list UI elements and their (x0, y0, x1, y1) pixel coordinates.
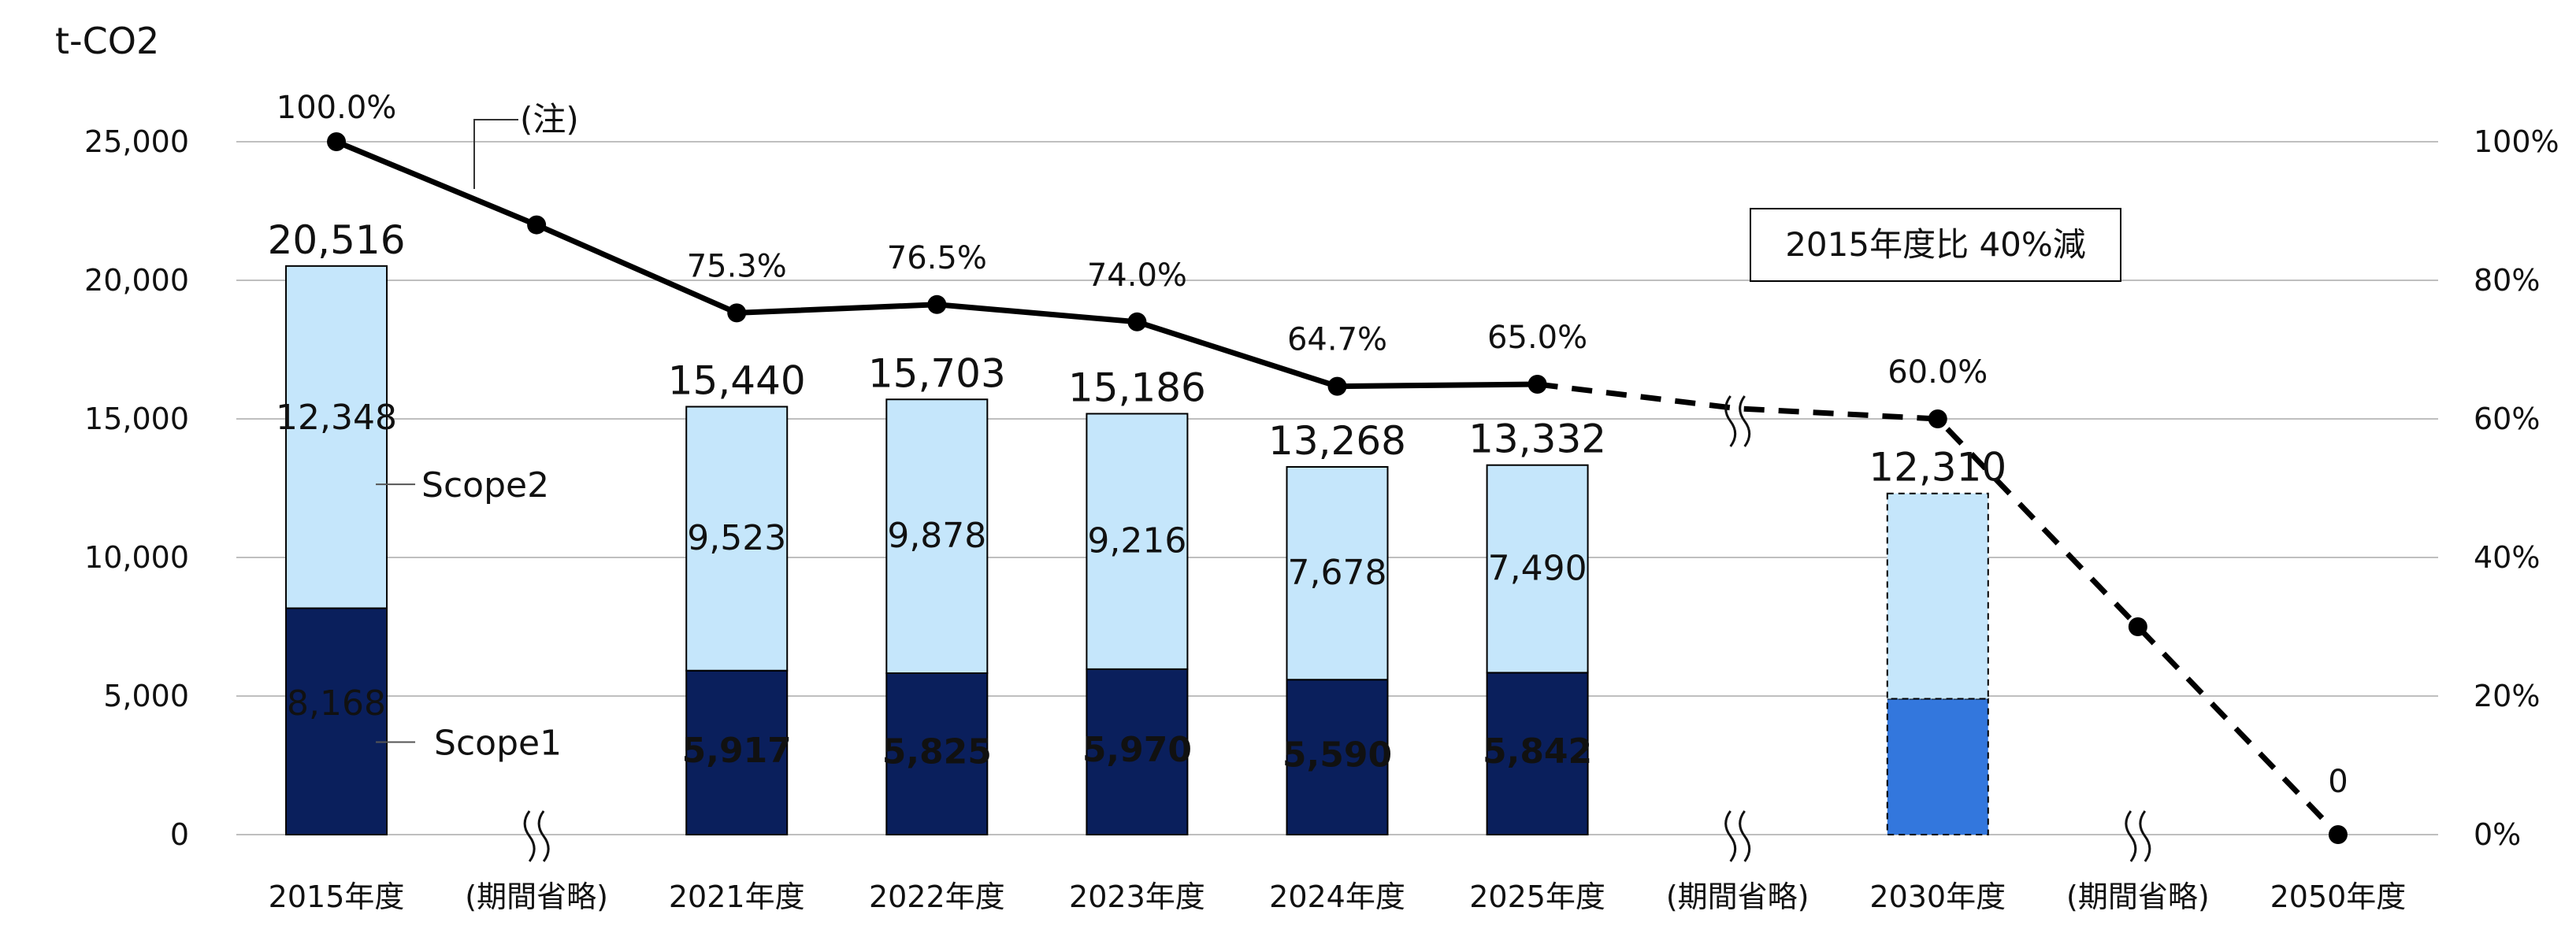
ratio-line-layer (327, 132, 2348, 844)
y-left-tick-label: 5,000 (103, 679, 189, 713)
y-left-tick-label: 20,000 (84, 263, 189, 298)
bar-scope1 (1286, 679, 1389, 835)
x-tick-label: (期間省略) (2066, 879, 2210, 914)
axis-break-icon (2125, 810, 2151, 862)
bar-total-label: 20,516 (268, 217, 406, 263)
bar-scope2 (885, 398, 989, 674)
ratio-label: 64.7% (1287, 322, 1387, 358)
ratio-point (927, 294, 947, 314)
y-left-tick-label: 10,000 (84, 540, 189, 575)
ratio-point (1327, 376, 1347, 396)
ratio-label: 74.0% (1087, 257, 1187, 294)
scope1-value-label: 5,917 (682, 731, 792, 771)
y-left-tick-label: 0 (170, 817, 189, 852)
ratio-point (727, 303, 747, 323)
scope2-value-label: 9,523 (687, 518, 786, 558)
scope2-value-label: 12,348 (276, 398, 397, 438)
scope2-value-label: 7,490 (1488, 549, 1587, 589)
bar-total-label: 12,310 (1869, 445, 2006, 491)
scope2-value-label: 9,878 (887, 516, 986, 556)
ratio-label: 0 (2328, 764, 2348, 800)
labels-layer: t-CO2 0 0% 5,000 20% 10,000 40% 15,000 60% 20,000… (55, 20, 2559, 914)
bar-total-label: 15,186 (1068, 365, 1206, 410)
bar-scope1 (1086, 668, 1189, 836)
bar-total-label: 13,332 (1468, 417, 1606, 462)
y-right-tick-label: 0% (2474, 817, 2521, 852)
bars-layer (285, 265, 1989, 836)
bar-scope1 (885, 672, 989, 836)
y-right-tick-label: 60% (2474, 402, 2540, 436)
ratio-label: 60.0% (1887, 354, 1988, 391)
target-bar-scope1 (1886, 698, 1989, 836)
ratio-label: 75.3% (687, 248, 787, 284)
bar-scope2 (1486, 464, 1589, 674)
bar-scope2 (285, 265, 388, 609)
x-tick-label: (期間省略) (1666, 879, 1810, 914)
ratio-point (2128, 617, 2147, 636)
scope2-value-label: 9,216 (1087, 521, 1186, 561)
ratio-point (1527, 375, 1547, 394)
x-tick-label: 2050年度 (2270, 879, 2407, 914)
bar-scope2 (685, 405, 789, 672)
axis-break-icon (1724, 810, 1751, 862)
ratio-point (327, 132, 347, 151)
ratio-label: 76.5% (887, 240, 987, 276)
bar-scope1 (1486, 672, 1589, 835)
axis-break-icon (1724, 395, 1751, 447)
bar-scope1 (685, 669, 789, 836)
x-tick-label: (期間省略) (465, 879, 608, 914)
x-tick-label: 2022年度 (869, 879, 1005, 914)
ratio-point (2328, 825, 2348, 844)
bar-total-label: 13,268 (1268, 418, 1406, 464)
note-leader-line (473, 119, 518, 189)
bar-total-label: 15,703 (868, 350, 1006, 396)
y-right-tick-label: 20% (2474, 679, 2540, 713)
y-right-tick-label: 80% (2474, 263, 2540, 298)
y-axis-unit-label: t-CO2 (55, 20, 159, 62)
y-left-tick-label: 25,000 (84, 124, 189, 159)
reduction-target-box (1750, 208, 2121, 282)
y-right-tick-label: 40% (2474, 540, 2540, 575)
reduction-target-text: 2015年度比 40%減 (1785, 225, 2086, 264)
scope2-value-label: 7,678 (1288, 553, 1387, 593)
ratio-point (1928, 409, 1947, 428)
note-label: (注) (520, 100, 579, 139)
bar-scope1 (285, 607, 388, 835)
ratio-label: 65.0% (1487, 320, 1587, 356)
scope2-series-label: Scope2 (421, 465, 549, 505)
ratio-label: 100.0% (277, 90, 397, 126)
ratio-point (527, 215, 547, 235)
x-tick-label: 2024年度 (1269, 879, 1405, 914)
scope1-series-label: Scope1 (434, 723, 562, 763)
scope1-value-label: 5,842 (1483, 731, 1592, 772)
scope1-value-label: 5,970 (1082, 730, 1192, 770)
target-bar-scope2 (1886, 492, 1989, 700)
bar-scope2 (1086, 413, 1189, 670)
y-right-tick-label: 100% (2474, 124, 2559, 159)
bar-scope2 (1286, 465, 1389, 681)
y-left-tick-label: 15,000 (84, 402, 189, 436)
axis-break-icon (523, 810, 550, 862)
ratio-point (1127, 312, 1147, 331)
bar-total-label: 15,440 (668, 358, 806, 404)
x-tick-label: 2015年度 (269, 879, 405, 914)
x-tick-label: 2025年度 (1469, 879, 1605, 914)
x-tick-label: 2030年度 (1869, 879, 2006, 914)
x-tick-label: 2021年度 (669, 879, 805, 914)
x-tick-label: 2023年度 (1069, 879, 1205, 914)
scope1-value-label: 5,825 (882, 731, 992, 772)
scope1-value-label: 8,168 (287, 683, 386, 724)
scope1-value-label: 5,590 (1282, 735, 1392, 776)
